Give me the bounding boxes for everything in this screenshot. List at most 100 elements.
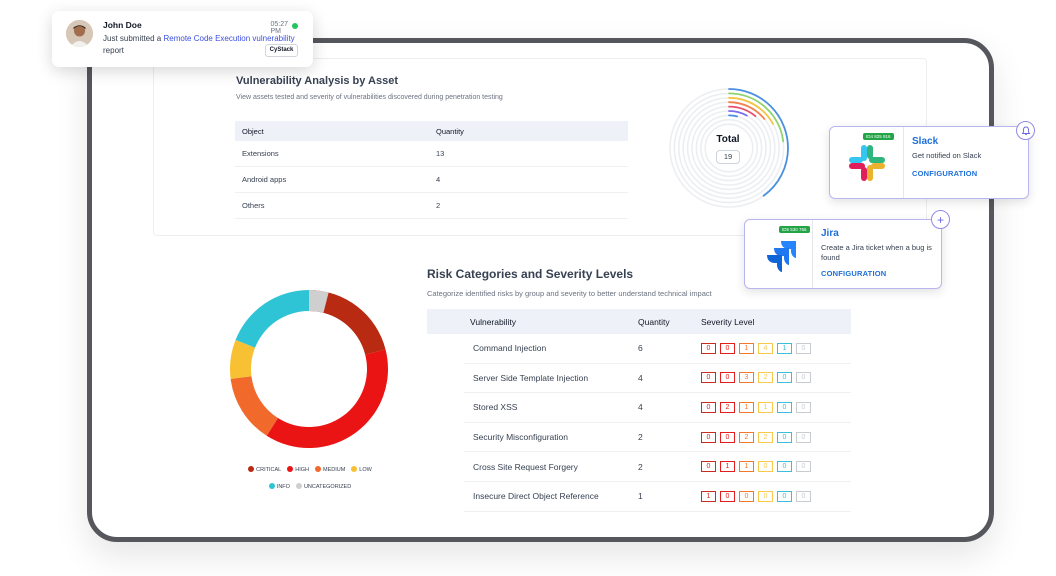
avatar xyxy=(66,20,93,47)
column-header-quantity: Quantity xyxy=(638,316,670,327)
table-row[interactable]: Command Injection 6 0 0 1 4 1 0 xyxy=(464,334,851,364)
radial-ring-progress xyxy=(682,101,776,195)
legend-item: UNCATEGORIZED xyxy=(295,479,352,496)
severity-count-badge: 0 xyxy=(720,372,735,384)
table-row[interactable]: Android apps 4 xyxy=(235,167,628,193)
legend-item: CRITICAL xyxy=(248,462,281,479)
online-status-dot xyxy=(292,23,298,29)
risk-section-subtitle: Categorize identified risks by group and… xyxy=(427,289,712,298)
slack-info: Slack Get notified on Slack CONFIGURATIO… xyxy=(904,127,1028,198)
severity-count-badge: 0 xyxy=(758,490,773,502)
radial-total-chart xyxy=(669,88,789,208)
legend-item: INFO xyxy=(268,479,290,496)
severity-count-badge: 0 xyxy=(796,461,811,473)
donut-legend: CRITICAL HIGH MEDIUM LOW INFO UNCATEGORIZED xyxy=(230,462,390,496)
vulnerability-quantity: 4 xyxy=(638,372,643,383)
asset-panel xyxy=(153,58,927,236)
legend-dot xyxy=(287,466,294,472)
severity-count-badge: 0 xyxy=(796,372,811,384)
severity-count-badge: 1 xyxy=(777,342,792,354)
severity-count-badge: 0 xyxy=(739,490,754,502)
legend-item: HIGH xyxy=(287,462,309,479)
brand-badge: CyStack xyxy=(265,44,298,57)
legend-dot xyxy=(268,483,275,489)
column-header-vulnerability: Vulnerability xyxy=(470,316,516,327)
risk-section-title: Risk Categories and Severity Levels xyxy=(427,267,634,281)
asset-quantity: 2 xyxy=(436,201,441,210)
severity-count-badge: 1 xyxy=(739,461,754,473)
notification-toast[interactable]: John Doe 05:27 PM Just submitted a Remot… xyxy=(52,11,313,67)
severity-count-badge: 0 xyxy=(777,490,792,502)
table-row[interactable]: Others 2 xyxy=(235,193,628,219)
radial-ring-progress xyxy=(686,105,772,191)
severity-count-badge: 0 xyxy=(796,490,811,502)
table-row[interactable]: Security Misconfiguration 2 0 0 2 2 0 0 xyxy=(464,423,851,453)
column-header-severity: Severity Level xyxy=(701,316,755,327)
jira-info: Jira Create a Jira ticket when a bug is … xyxy=(813,220,941,288)
plus-icon[interactable]: + xyxy=(931,210,950,229)
table-row[interactable]: Cross Site Request Forgery 2 0 1 1 0 0 0 xyxy=(464,452,851,482)
radial-ring-track xyxy=(695,114,763,182)
severity-count-badge: 0 xyxy=(720,490,735,502)
vulnerability-name: Command Injection xyxy=(473,343,547,354)
slack-integration-card[interactable]: ID4 825 916 Slack Get notified on Slack … xyxy=(829,126,1029,199)
donut-slice-high[interactable] xyxy=(266,349,388,448)
total-value-badge: 19 xyxy=(716,150,740,164)
vulnerability-name: Insecure Direct Object Reference xyxy=(473,491,599,502)
asset-quantity: 13 xyxy=(436,149,445,158)
jira-integration-card[interactable]: ID5 530 765 Jira Create a Jira ticket wh… xyxy=(744,219,942,289)
jira-configuration-link[interactable]: CONFIGURATION xyxy=(821,269,887,278)
severity-count-badge: 0 xyxy=(701,431,716,443)
jira-logo-column: ID5 530 765 xyxy=(745,220,813,288)
donut-slice-medium[interactable] xyxy=(230,376,278,436)
legend-label: UNCATEGORIZED xyxy=(303,484,352,490)
donut-slice-low[interactable] xyxy=(230,339,256,379)
legend-label: MEDIUM xyxy=(322,467,346,473)
severity-donut-chart xyxy=(230,290,388,448)
severity-count-badge: 1 xyxy=(701,490,716,502)
slack-configuration-link[interactable]: CONFIGURATION xyxy=(912,169,978,178)
report-link[interactable]: Remote Code Execution vulnerability xyxy=(163,34,295,43)
severity-count-badge: 1 xyxy=(739,342,754,354)
notification-time: 05:27 PM xyxy=(270,21,288,35)
total-label: Total xyxy=(716,134,740,145)
legend-dot xyxy=(351,466,358,472)
asset-section-subtitle: View assets tested and severity of vulne… xyxy=(236,94,503,101)
severity-count-badge: 2 xyxy=(739,431,754,443)
radial-ring-progress xyxy=(673,92,785,204)
severity-count-badge: 0 xyxy=(701,461,716,473)
donut-slice-uncategorized[interactable] xyxy=(309,290,329,313)
table-row[interactable]: Extensions 13 xyxy=(235,141,628,167)
slack-logo-icon xyxy=(849,145,885,181)
severity-count-badge: 1 xyxy=(758,401,773,413)
column-header-quantity: Quantity xyxy=(436,126,464,136)
severity-count-badge: 0 xyxy=(777,401,792,413)
table-row[interactable]: Server Side Template Injection 4 0 0 3 2 0 0 xyxy=(464,364,851,394)
slack-description: Get notified on Slack xyxy=(912,151,982,160)
radial-ring-progress xyxy=(669,88,789,208)
jira-id-tag: ID5 530 765 xyxy=(779,226,810,233)
bell-icon[interactable] xyxy=(1016,121,1035,140)
vulnerability-quantity: 1 xyxy=(638,491,643,502)
severity-count-badge: 0 xyxy=(796,401,811,413)
donut-slice-critical[interactable] xyxy=(309,290,386,355)
table-row[interactable]: Stored XSS 4 0 2 1 1 0 0 xyxy=(464,393,851,423)
asset-section-title: Vulnerability Analysis by Asset xyxy=(236,75,399,87)
asset-table-header: Object Quantity xyxy=(235,121,628,141)
severity-count-badge: 0 xyxy=(796,431,811,443)
legend-item: LOW xyxy=(351,462,372,479)
severity-count-badge: 2 xyxy=(758,431,773,443)
notification-message: Just submitted a Remote Code Execution v… xyxy=(103,34,295,55)
table-row[interactable]: Insecure Direct Object Reference 1 1 0 0 0 0 0 xyxy=(464,482,851,512)
asset-object: Android apps xyxy=(242,175,287,184)
severity-count-badge: 2 xyxy=(720,401,735,413)
asset-object: Extensions xyxy=(242,149,279,158)
donut-slice-info[interactable] xyxy=(235,290,309,348)
severity-count-badge: 0 xyxy=(777,372,792,384)
vulnerability-name: Server Side Template Injection xyxy=(473,372,589,383)
asset-table: Object Quantity Extensions 13 Android ap… xyxy=(235,121,628,219)
severity-count-badge: 3 xyxy=(739,372,754,384)
